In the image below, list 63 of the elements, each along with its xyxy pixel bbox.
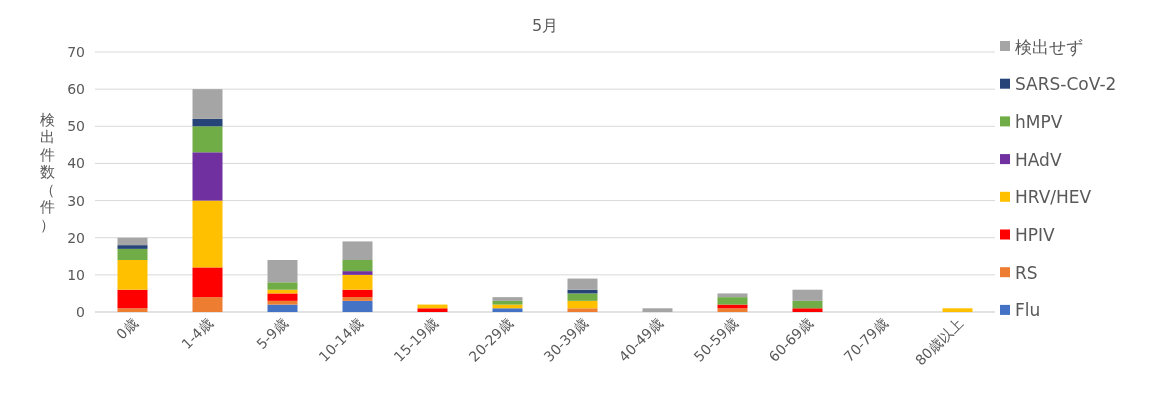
bar xyxy=(567,278,598,290)
y-tick-label: 40 xyxy=(67,155,85,172)
bar xyxy=(342,260,373,272)
x-tick-label: 1-4歳 xyxy=(178,314,216,353)
bar xyxy=(567,308,598,312)
legend-label: 検出せず xyxy=(1015,36,1083,57)
y-tick-label: 20 xyxy=(67,229,85,246)
bar xyxy=(792,300,823,309)
bar xyxy=(267,304,298,312)
bar xyxy=(192,152,223,201)
bar xyxy=(792,308,823,312)
legend-label: HAdV xyxy=(1015,149,1062,170)
bar xyxy=(342,300,373,312)
y-tick-label: 10 xyxy=(67,266,85,283)
bar xyxy=(117,289,148,309)
bar xyxy=(192,267,223,298)
bar xyxy=(267,293,298,301)
bar xyxy=(567,300,598,309)
bar xyxy=(492,300,523,305)
bar xyxy=(192,200,223,268)
bar xyxy=(342,241,373,260)
bar xyxy=(717,293,748,298)
y-tick-label: 60 xyxy=(67,81,85,98)
bar xyxy=(267,260,298,283)
x-tick-label: 0歳 xyxy=(113,314,141,343)
chart-title: 5月 xyxy=(531,16,559,35)
bar xyxy=(717,297,748,305)
x-tick-label: 5-9歳 xyxy=(253,314,291,353)
bar xyxy=(192,118,223,127)
bar xyxy=(192,89,223,119)
bar xyxy=(117,260,148,290)
legend-label: Flu xyxy=(1015,300,1041,321)
bar xyxy=(117,237,148,246)
bar xyxy=(417,308,448,312)
bar xyxy=(342,289,373,298)
bar xyxy=(267,282,298,290)
bar xyxy=(117,248,148,260)
bar xyxy=(717,308,748,312)
bar xyxy=(567,293,598,301)
y-tick-label: 70 xyxy=(67,44,85,60)
bar xyxy=(492,297,523,301)
legend-label: SARS-CoV-2 xyxy=(1015,74,1117,95)
x-tick-label: 80歳以上 xyxy=(912,314,966,369)
y-tick-label: 50 xyxy=(67,118,85,135)
bar xyxy=(342,297,373,301)
bar xyxy=(492,308,523,312)
y-tick-label: 30 xyxy=(67,192,85,209)
y-axis-title: 検出件数（件） xyxy=(39,110,55,234)
bar xyxy=(642,308,673,312)
bar xyxy=(267,300,298,305)
legend-label: HRV/HEV xyxy=(1015,187,1092,208)
bar xyxy=(117,245,148,249)
bar xyxy=(942,308,973,312)
bar xyxy=(342,271,373,275)
bar xyxy=(192,297,223,312)
bar xyxy=(117,308,148,312)
bar xyxy=(342,274,373,290)
bar xyxy=(192,126,223,153)
bar xyxy=(792,289,823,301)
y-tick-label: 0 xyxy=(76,304,85,320)
legend-label: HPIV xyxy=(1015,225,1056,245)
legend-label: hMPV xyxy=(1015,111,1063,132)
legend-label: RS xyxy=(1015,262,1038,283)
